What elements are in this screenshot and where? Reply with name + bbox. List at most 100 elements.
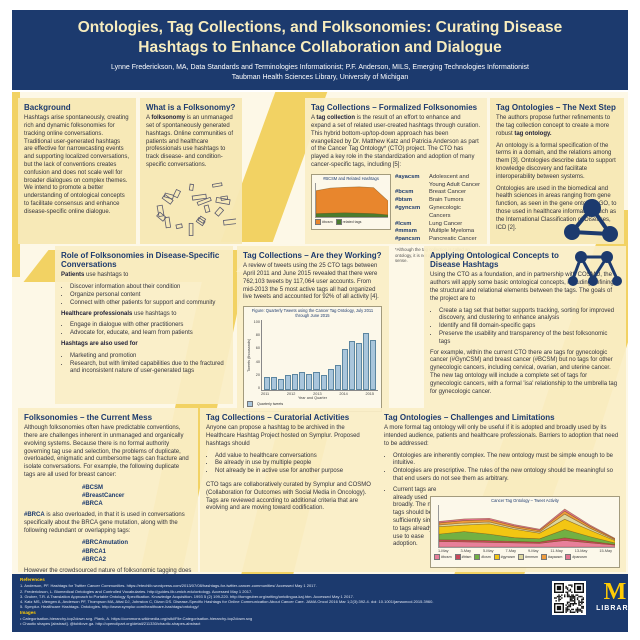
group-items: Engage in dialogue with other practition… [61,322,227,338]
x-axis-ticks: 1-May 3-May 5-May 7-May 9-May 11-May 13-May 15-… [434,548,616,553]
chaotic-shape [188,183,195,191]
bar-2013 Q3 [320,375,327,390]
section-body: A review of tweets using the 25 CTO tags… [243,263,379,301]
section-body: The authors propose further refinements … [496,115,611,137]
area-series-#pancsm [439,508,615,540]
chaotic-shape [156,204,165,217]
overlapping-tags: #BRCAmutation #BRCA1 #BRCA2 [82,539,192,563]
section-next-step: Tag Ontologies – The Next Step The autho… [490,98,624,244]
section-body: #BRCA is also overloaded, in that it is … [24,512,185,534]
references-label: References [20,577,45,582]
x-tick: 2014 [339,391,348,396]
legend-item: #bcsm [434,553,452,560]
section-body: Ontologies are used in the biomedical an… [496,185,617,231]
section-folksonomy: What is a Folksonomy? A folksonomy is an… [140,98,242,244]
tweet-activity-chart: Cancer Tag Ontology – Tweet Activity 1-M… [430,496,620,568]
section-body: Anyone can propose a hashtag to be archi… [206,425,360,447]
mini-chart-legend: #bcsm related tags [315,218,387,225]
y-axis-ticks: 100 80 60 40 20 0 [251,320,261,390]
list-item: Create a tag set that better supports tr… [439,308,620,324]
list-item: Preserve the usability and transparency … [439,331,620,347]
area-series-#bcsm [316,186,388,217]
legend-swatch [518,553,525,560]
list-item: Ontologies are inherently complex. The n… [393,453,620,469]
x-tick: 2011 [261,391,270,396]
chaotic-shape [220,195,229,201]
hashtag-row: #mmsm Multiple Myeloma [395,228,475,235]
term-tag-ontology: tag ontology. [514,130,552,137]
list-item: Research, but with limited capabilities … [70,361,227,377]
x-tick: 2013 [313,391,322,396]
bar-2015 Q2 [369,339,376,390]
section-title: Tag Collections – Are they Working? [243,251,382,260]
chaotic-shape [214,206,225,217]
x-tick: 2012 [286,391,296,396]
chaotic-shape [163,192,175,200]
section-title: What is a Folksonomy? [146,103,236,112]
list-item: 3. Gruber, T.R. A Translation Approach t… [20,593,354,599]
y-tick: 80 [255,333,260,338]
bcsm-mini-chart: #BCSM and Related Hashtags #bcsm related … [311,173,391,230]
legend-item: #bcsm [315,218,333,225]
reference-list: 1. Anderson, PF. Hashtags for Twitter Ca… [20,583,510,609]
x-tick: 15-May [599,548,612,553]
list-item: Engage in dialogue with other practition… [70,322,227,330]
criteria-list: Add value to healthcare conversationsBe … [206,453,372,476]
poster-footer: References 1. Anderson, PF. Hashtags for… [12,574,633,632]
image-credit-list: • Categorisation-hierarchy-top2down.svg.… [20,616,510,627]
section-role: Role of Folksonomies in Disease-Specific… [55,246,233,404]
x-axis-ticks: 2011 2012 2013 2014 2015 [247,391,378,396]
list-item: Connect with other patients for support … [70,300,227,308]
chart-legend: Quarterly tweets [247,400,378,407]
network-graph-icon [564,199,618,242]
bar-series [261,319,378,391]
chaotic-shape [164,216,172,229]
quarterly-tweets-chart: Figure: Quarterly Tweets using the Cance… [243,306,382,413]
list-item: 5. Symplur. Healthcare Hashtags. Ontolog… [20,604,199,610]
bar-2012 Q1 [278,378,285,390]
bar-2012 Q3 [292,373,299,390]
list-item: Discover information about their conditi… [70,284,227,292]
chaotic-shape [203,204,211,213]
legend-swatch [493,553,500,560]
affiliation: Taubman Health Sciences Library, Univers… [231,74,409,82]
x-tick: 7-May [505,548,517,553]
list-item: 1. Anderson, PF. Hashtags for Twitter Ca… [20,583,317,589]
poster-title-line2: Hashtags to Enhance Collaboration and Di… [138,39,502,57]
section-curatorial: Tag Collections – Curatorial Activities … [200,408,378,572]
barrier-list-narrow: Current tags are already used broadly. T… [384,487,445,549]
section-body: Hashtags arise spontaneously, creating r… [24,115,130,215]
images-label: Images [20,609,36,615]
hashtag-row: #gyncsm Gynecologic Cancers [395,205,461,219]
y-tick: 60 [255,346,260,351]
x-tick: 11-May [550,548,563,553]
block-m-letter: M [603,579,627,605]
section-title: Folksonomies – the Current Mess [24,413,153,422]
legend-swatch [247,400,253,407]
list-item: • Categorisation-hierarchy-top2down.svg.… [20,616,253,622]
legend-swatch [335,218,342,225]
poster-byline: Lynne Frederickson, MA, Data Standards a… [12,63,628,83]
legend-swatch [474,553,481,560]
x-tick: 5-May [482,548,494,553]
chaotic-shape [175,223,183,229]
mini-area-plot [315,182,388,218]
list-item: Not already be in active use for another… [215,468,372,476]
gold-stripe-left [12,92,20,277]
list-item: Current tags are already used broadly. T… [393,487,445,549]
section-working: Tag Collections – Are they Working? A re… [237,246,389,413]
chart-title: Cancer Tag Ontology – Tweet Activity [491,498,559,503]
list-item: Organize personal content [70,292,227,300]
list-item: #BRCA2 [82,556,107,563]
y-tick: 40 [255,359,260,364]
chaotic-shape [172,188,182,199]
bar-2011 Q4 [271,377,278,390]
chaotic-shape [161,193,174,205]
legend-swatch [454,553,461,560]
list-item: Ontologies are prescriptive. The rules o… [393,468,620,484]
bar-2014 Q4 [355,343,362,390]
section-mess: Folksonomies – the Current Mess Although… [18,408,198,574]
legend-item: #mmsm [518,553,538,560]
section-body: CTO tags are collaboratively curated by … [206,481,371,512]
section-body: A folksonomy is an unmanaged set of spon… [146,115,234,168]
